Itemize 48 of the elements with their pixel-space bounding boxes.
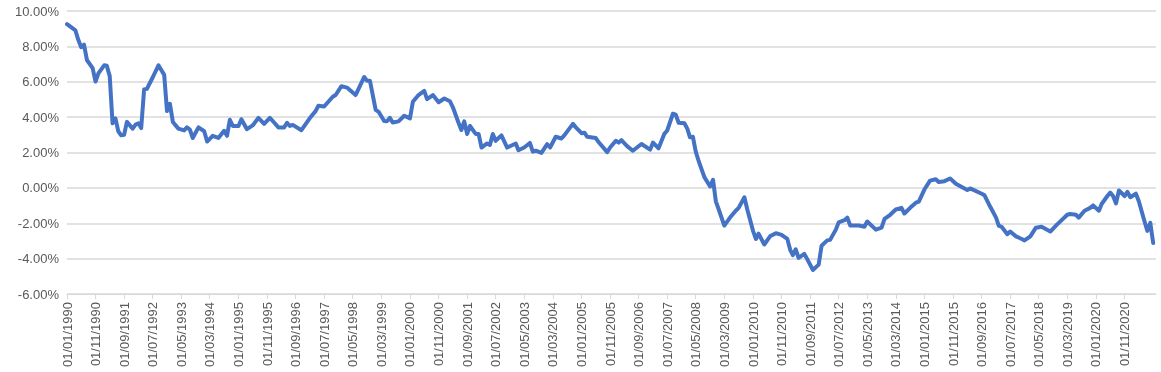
x-tick-label: 01/01/2010 bbox=[745, 302, 761, 368]
x-tick-label: 01/05/2003 bbox=[516, 302, 532, 368]
x-tick-label: 01/11/1990 bbox=[88, 302, 104, 367]
x-tick-label: 01/07/1997 bbox=[316, 302, 332, 368]
y-tick-label: 4.00% bbox=[22, 109, 60, 125]
y-tick-label: 10.00% bbox=[14, 3, 60, 19]
y-tick-label: 6.00% bbox=[22, 74, 60, 90]
x-tick-label: 01/03/2004 bbox=[545, 302, 561, 368]
x-tick-label: 01/01/1990 bbox=[59, 302, 75, 368]
x-tick-label: 01/01/2000 bbox=[402, 302, 418, 368]
x-tick-label: 01/11/1995 bbox=[259, 302, 275, 367]
x-tick-label: 01/09/2001 bbox=[459, 302, 475, 368]
x-tick-label: 01/03/2009 bbox=[716, 302, 732, 368]
x-tick-label: 01/07/2012 bbox=[831, 302, 847, 368]
y-tick-label: -4.00% bbox=[17, 251, 60, 267]
y-tick-label: 0.00% bbox=[22, 180, 60, 196]
x-tick-label: 01/05/1998 bbox=[345, 302, 361, 368]
x-tick-label: 01/09/2016 bbox=[974, 302, 990, 368]
line-series bbox=[65, 22, 1156, 272]
x-tick-label: 01/11/2010 bbox=[774, 302, 790, 367]
y-tick-label: 8.00% bbox=[22, 38, 60, 54]
x-tick-label: 01/05/1993 bbox=[173, 302, 189, 368]
x-tick-label: 01/03/1999 bbox=[373, 302, 389, 368]
x-tick-label: 01/03/1994 bbox=[202, 302, 218, 368]
x-tick-label: 01/09/2011 bbox=[802, 302, 818, 367]
x-tick-label: 01/05/2018 bbox=[1031, 302, 1047, 368]
x-tick-label: 01/09/1991 bbox=[116, 302, 132, 368]
x-tick-label: 01/11/2015 bbox=[945, 302, 961, 367]
x-tick-label: 01/03/2019 bbox=[1059, 302, 1075, 368]
x-tick-label: 01/07/2002 bbox=[488, 302, 504, 368]
x-tick-label: 01/09/1996 bbox=[288, 302, 304, 368]
x-tick-label: 01/09/2006 bbox=[631, 302, 647, 368]
x-tick-label: 01/05/2008 bbox=[688, 302, 704, 368]
y-tick-label: 2.00% bbox=[22, 145, 60, 160]
x-tick-label: 01/01/1995 bbox=[230, 302, 246, 368]
x-tick-label: 01/07/2007 bbox=[659, 302, 675, 368]
y-tick-label: -2.00% bbox=[17, 215, 60, 231]
x-tick-label: 01/11/2005 bbox=[602, 302, 618, 367]
y-tick-label: -6.00% bbox=[17, 286, 60, 302]
x-tick-label: 01/05/2013 bbox=[859, 302, 875, 368]
x-tick-label: 01/01/2005 bbox=[574, 302, 590, 368]
x-tick-label: 01/03/2014 bbox=[888, 302, 904, 368]
x-tick-label: 01/11/2020 bbox=[1117, 302, 1133, 367]
x-tick-label: 01/01/2015 bbox=[917, 302, 933, 368]
x-tick-label: 01/11/2000 bbox=[431, 302, 447, 367]
x-tick-label: 01/07/2017 bbox=[1002, 302, 1018, 368]
x-tick-label: 01/01/2020 bbox=[1088, 302, 1104, 368]
x-tick-label: 01/07/1992 bbox=[145, 302, 161, 368]
